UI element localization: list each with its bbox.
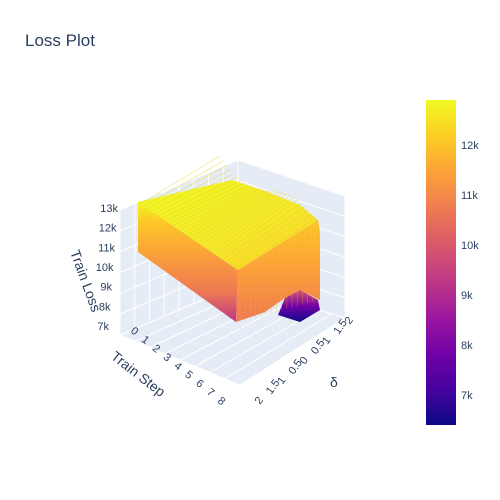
z-tick-label: 8k — [99, 301, 111, 313]
z-tick-label: 9k — [100, 282, 112, 294]
y-tick-label: 1 — [320, 335, 333, 347]
colorbar-tick-label: 10k — [461, 240, 479, 252]
colorbar-tick-label: 11k — [461, 190, 478, 202]
x-tick-label: 5 — [183, 369, 195, 382]
z-tick-label: 10k — [96, 262, 114, 274]
loss-surface — [138, 155, 320, 322]
surface-left-face — [138, 202, 238, 322]
z-tick-label: 7k — [97, 321, 109, 333]
x-tick-label: 4 — [172, 360, 184, 373]
z-tick-label: 12k — [99, 223, 117, 235]
colorbar-gradient — [426, 100, 456, 425]
surface-right-face — [236, 220, 320, 322]
y-tick-label: 2 — [253, 395, 266, 407]
y-axis-label: δ — [330, 374, 338, 390]
x-tick-label: 6 — [193, 377, 205, 390]
z-tick-label: 13k — [100, 203, 118, 215]
surface-front-dip — [278, 290, 320, 322]
x-tick-label: 7 — [204, 386, 216, 399]
y-tick-label: 2 — [343, 315, 356, 327]
surface-stripes — [139, 155, 319, 322]
colorbar-tick-label: 7k — [461, 390, 473, 402]
colorbar-ticks: 7k 8k 9k 10k 11k 12k — [461, 140, 479, 402]
colorbar-tick-label: 12k — [461, 140, 479, 152]
z-axis-ticks: 7k 8k 9k 10k 11k 12k 13k — [96, 203, 119, 333]
y-tick-label: 0 — [298, 355, 311, 367]
chart-title: Loss Plot — [25, 31, 95, 50]
z-axis-label: Train Loss — [67, 248, 104, 314]
surface-top-face — [138, 180, 318, 270]
colorbar-tick-label: 8k — [461, 340, 473, 352]
z-tick-label: 11k — [98, 242, 115, 254]
colorbar: 7k 8k 9k 10k 11k 12k — [426, 100, 479, 425]
x-tick-label: 8 — [215, 395, 227, 408]
y-tick-label: 1 — [275, 375, 288, 387]
colorbar-tick-label: 9k — [461, 290, 473, 302]
x-axis-label: Train Step — [108, 348, 169, 400]
